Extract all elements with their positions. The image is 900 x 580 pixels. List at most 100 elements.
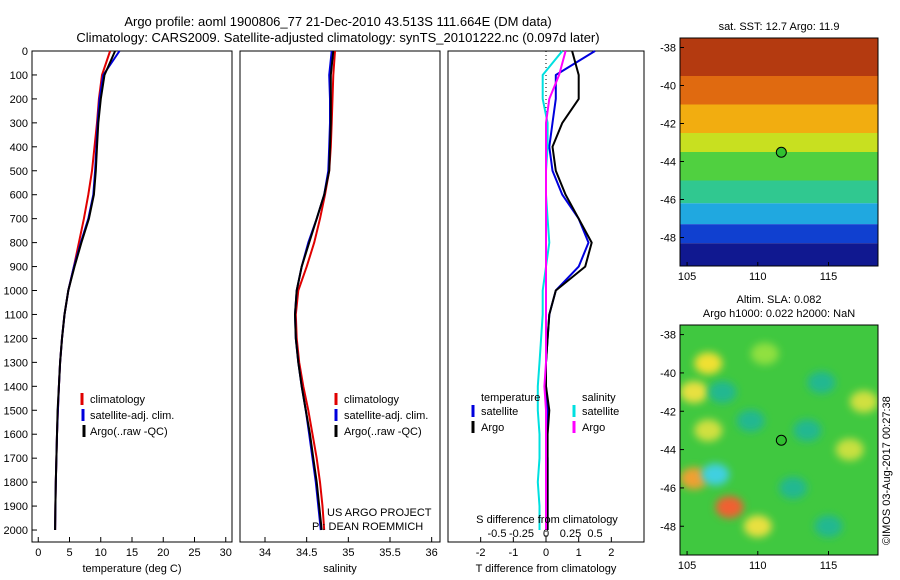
temperature-panel: 0 5 10 15 20 25 300100200300400500600700800900… <box>4 46 233 575</box>
series-line-satellite <box>545 50 596 530</box>
y-tick-label: 300 <box>10 118 28 130</box>
sla-anomaly-blob <box>694 419 723 442</box>
y-tick-label: 200 <box>10 94 28 106</box>
sst-band <box>680 224 878 244</box>
watermark: ©IMOS 03-Aug-2017 00:27:38 <box>881 396 893 545</box>
s-tick-label: 0.5 <box>587 528 602 540</box>
legend-label: satellite <box>582 406 619 418</box>
sst-band <box>680 104 878 133</box>
x-tick-label: 2 <box>608 547 614 559</box>
x-tick-label: 1 <box>576 547 582 559</box>
s-tick-label: -0.5 <box>488 528 507 540</box>
sla-anomaly-blob <box>701 463 730 486</box>
y-tick-label: 1200 <box>4 333 28 345</box>
argo-position-marker <box>775 146 787 158</box>
y-tick-label: 600 <box>10 190 28 202</box>
argo-position-marker <box>775 434 787 446</box>
y-tick-label: 1300 <box>4 357 28 369</box>
sla-anomaly-blob <box>750 342 779 365</box>
x-tick-label: 36 <box>426 547 438 559</box>
y-tick-label: -44 <box>660 157 676 169</box>
s-axis-label: S difference from climatology <box>476 514 618 526</box>
series-line-argo---raw--qc- <box>54 50 117 531</box>
x-axis-label: temperature (deg C) <box>82 563 181 575</box>
x-tick-label: 34.5 <box>296 547 317 559</box>
x-tick-label: 34 <box>259 547 271 559</box>
y-tick-label: 400 <box>10 142 28 154</box>
plot-frame <box>239 50 441 543</box>
x-tick-label: 105 <box>678 271 696 283</box>
sla-anomaly-blob <box>715 496 744 519</box>
x-tick-label: 115 <box>820 560 838 572</box>
sla-anomaly-blob <box>807 371 836 394</box>
legend-heading-temperature: temperature <box>481 392 540 404</box>
y-tick-label: -42 <box>660 119 676 131</box>
series-line-satellite <box>536 50 564 530</box>
y-tick-label: 1900 <box>4 501 28 513</box>
plot-frame <box>31 50 233 543</box>
sla-anomaly-blob <box>736 409 765 432</box>
legend-label: satellite-adj. clim. <box>344 410 428 422</box>
sla-anomaly-blob <box>793 419 822 442</box>
sla-anomaly-blob <box>849 390 878 413</box>
y-tick-label: 1700 <box>4 453 28 465</box>
legend-label: Argo(..raw -QC) <box>90 426 168 438</box>
s-tick-label: -0.25 <box>509 528 534 540</box>
y-tick-label: 700 <box>10 214 28 226</box>
sst-band <box>680 203 878 225</box>
x-tick-label: 5 <box>66 547 72 559</box>
y-tick-label: 500 <box>10 166 28 178</box>
y-tick-label: 1400 <box>4 381 28 393</box>
y-tick-label: 1500 <box>4 405 28 417</box>
x-tick-label: 20 <box>157 547 169 559</box>
legend-label: satellite-adj. clim. <box>90 410 174 422</box>
x-tick-label: 110 <box>749 560 767 572</box>
y-tick-label: 1800 <box>4 477 28 489</box>
x-tick-label: 15 <box>126 547 138 559</box>
s-tick-label: 0.25 <box>560 528 581 540</box>
y-tick-label: -46 <box>660 195 676 207</box>
y-tick-label: 800 <box>10 238 28 250</box>
y-tick-label: -48 <box>660 521 676 533</box>
sla-anomaly-blob <box>779 476 808 499</box>
legend-heading-salinity: salinity <box>582 392 616 404</box>
y-tick-label: -40 <box>660 81 676 93</box>
legend-label: climatology <box>344 394 400 406</box>
series-line-argo---raw--qc- <box>294 50 335 531</box>
x-tick-label: 25 <box>188 547 200 559</box>
sst-band <box>680 76 878 105</box>
y-tick-label: 900 <box>10 262 28 274</box>
legend-label: Argo <box>481 422 504 434</box>
sst-map-panel: 105 110 115 -38 -40 -42 -44 -46 -48 sat. SST: 12.… <box>660 21 879 283</box>
x-tick-label: 10 <box>95 547 107 559</box>
sla-anomaly-blob <box>835 438 864 461</box>
sla-anomaly-blob <box>814 515 843 538</box>
sla-anomaly-blob <box>708 381 737 404</box>
y-tick-label: 1100 <box>4 309 28 321</box>
map-frame <box>679 37 879 267</box>
s-tick-label: 0 <box>543 528 549 540</box>
sla-anomaly-blob <box>694 352 723 375</box>
salinity-panel: 34 34.5 35 35.5 36 salinity climatology satelli… <box>239 50 441 575</box>
y-tick-label: -38 <box>660 330 676 342</box>
y-tick-label: -40 <box>660 368 676 380</box>
x-tick-label: 30 <box>220 547 232 559</box>
sst-band <box>680 38 878 76</box>
x-tick-label: 0 <box>543 547 549 559</box>
y-tick-label: -38 <box>660 43 676 55</box>
x-tick-label: -2 <box>476 547 486 559</box>
x-tick-label: 0 <box>35 547 41 559</box>
x-axis-label: T difference from climatology <box>476 563 617 575</box>
map-content <box>680 38 878 266</box>
x-tick-label: 35 <box>342 547 354 559</box>
legend-label: Argo <box>582 422 605 434</box>
title-line-2: Climatology: CARS2009. Satellite-adjuste… <box>76 30 599 45</box>
series-line-climatology <box>54 50 112 531</box>
y-tick-label: 2000 <box>4 525 28 537</box>
legend-label: climatology <box>90 394 146 406</box>
y-tick-label: -42 <box>660 406 676 418</box>
y-tick-label: 1600 <box>4 429 28 441</box>
y-tick-label: 100 <box>10 70 28 82</box>
y-tick-label: -46 <box>660 483 676 495</box>
